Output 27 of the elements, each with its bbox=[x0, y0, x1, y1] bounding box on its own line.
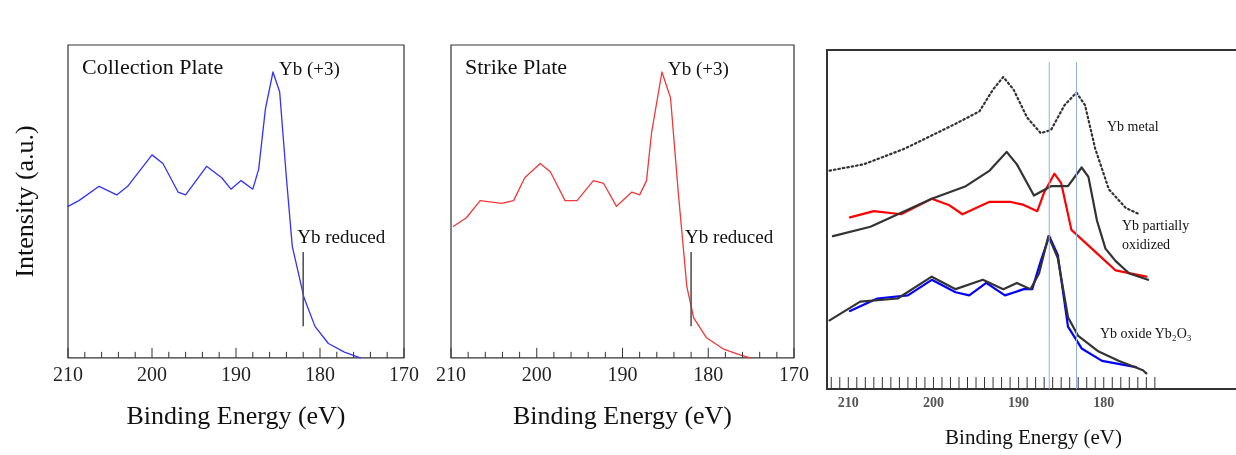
x-tick-label: 180 bbox=[305, 363, 335, 386]
x-tick-label: 200 bbox=[137, 363, 167, 386]
annotation: Yb (+3) bbox=[278, 57, 340, 80]
chart-title: Collection Plate bbox=[82, 53, 224, 79]
x-tick-label: 200 bbox=[521, 363, 552, 386]
x-tick-label: 180 bbox=[693, 363, 724, 386]
chart-title: Strike Plate bbox=[465, 53, 568, 79]
x-tick-label: 180 bbox=[1093, 395, 1115, 411]
annotation: Yb oxide Yb₂O₃ bbox=[1099, 325, 1192, 341]
x-axis-title: Binding Energy (eV) bbox=[126, 401, 346, 431]
annotation: Yb metal bbox=[1107, 118, 1159, 134]
x-tick-label: 210 bbox=[436, 363, 466, 386]
annotation: Yb (+3) bbox=[667, 57, 729, 80]
x-tick-label: 190 bbox=[1008, 395, 1030, 411]
annotation: Yb partially oxidized bbox=[1121, 218, 1190, 252]
x-tick-label: 200 bbox=[922, 395, 944, 411]
x-tick-label: 210 bbox=[837, 395, 859, 411]
x-tick-label: 170 bbox=[389, 363, 419, 386]
x-axis-title: Binding Energy (eV) bbox=[945, 424, 1122, 449]
ref-line-label: Yb reduced bbox=[685, 226, 774, 248]
ref-line-label: Yb reduced bbox=[297, 226, 386, 248]
y-axis-title: Intensity (a.u.) bbox=[9, 125, 39, 278]
x-tick-label: 170 bbox=[779, 363, 809, 386]
x-tick-label: 190 bbox=[221, 363, 251, 386]
x-tick-label: 190 bbox=[607, 363, 638, 386]
x-tick-label: 210 bbox=[53, 363, 83, 386]
x-axis-title: Binding Energy (eV) bbox=[512, 401, 733, 431]
